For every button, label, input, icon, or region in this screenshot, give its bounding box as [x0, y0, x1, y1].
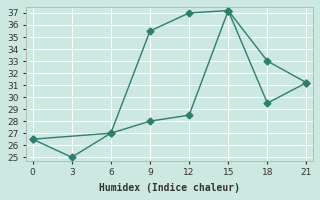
X-axis label: Humidex (Indice chaleur): Humidex (Indice chaleur) [99, 183, 240, 193]
